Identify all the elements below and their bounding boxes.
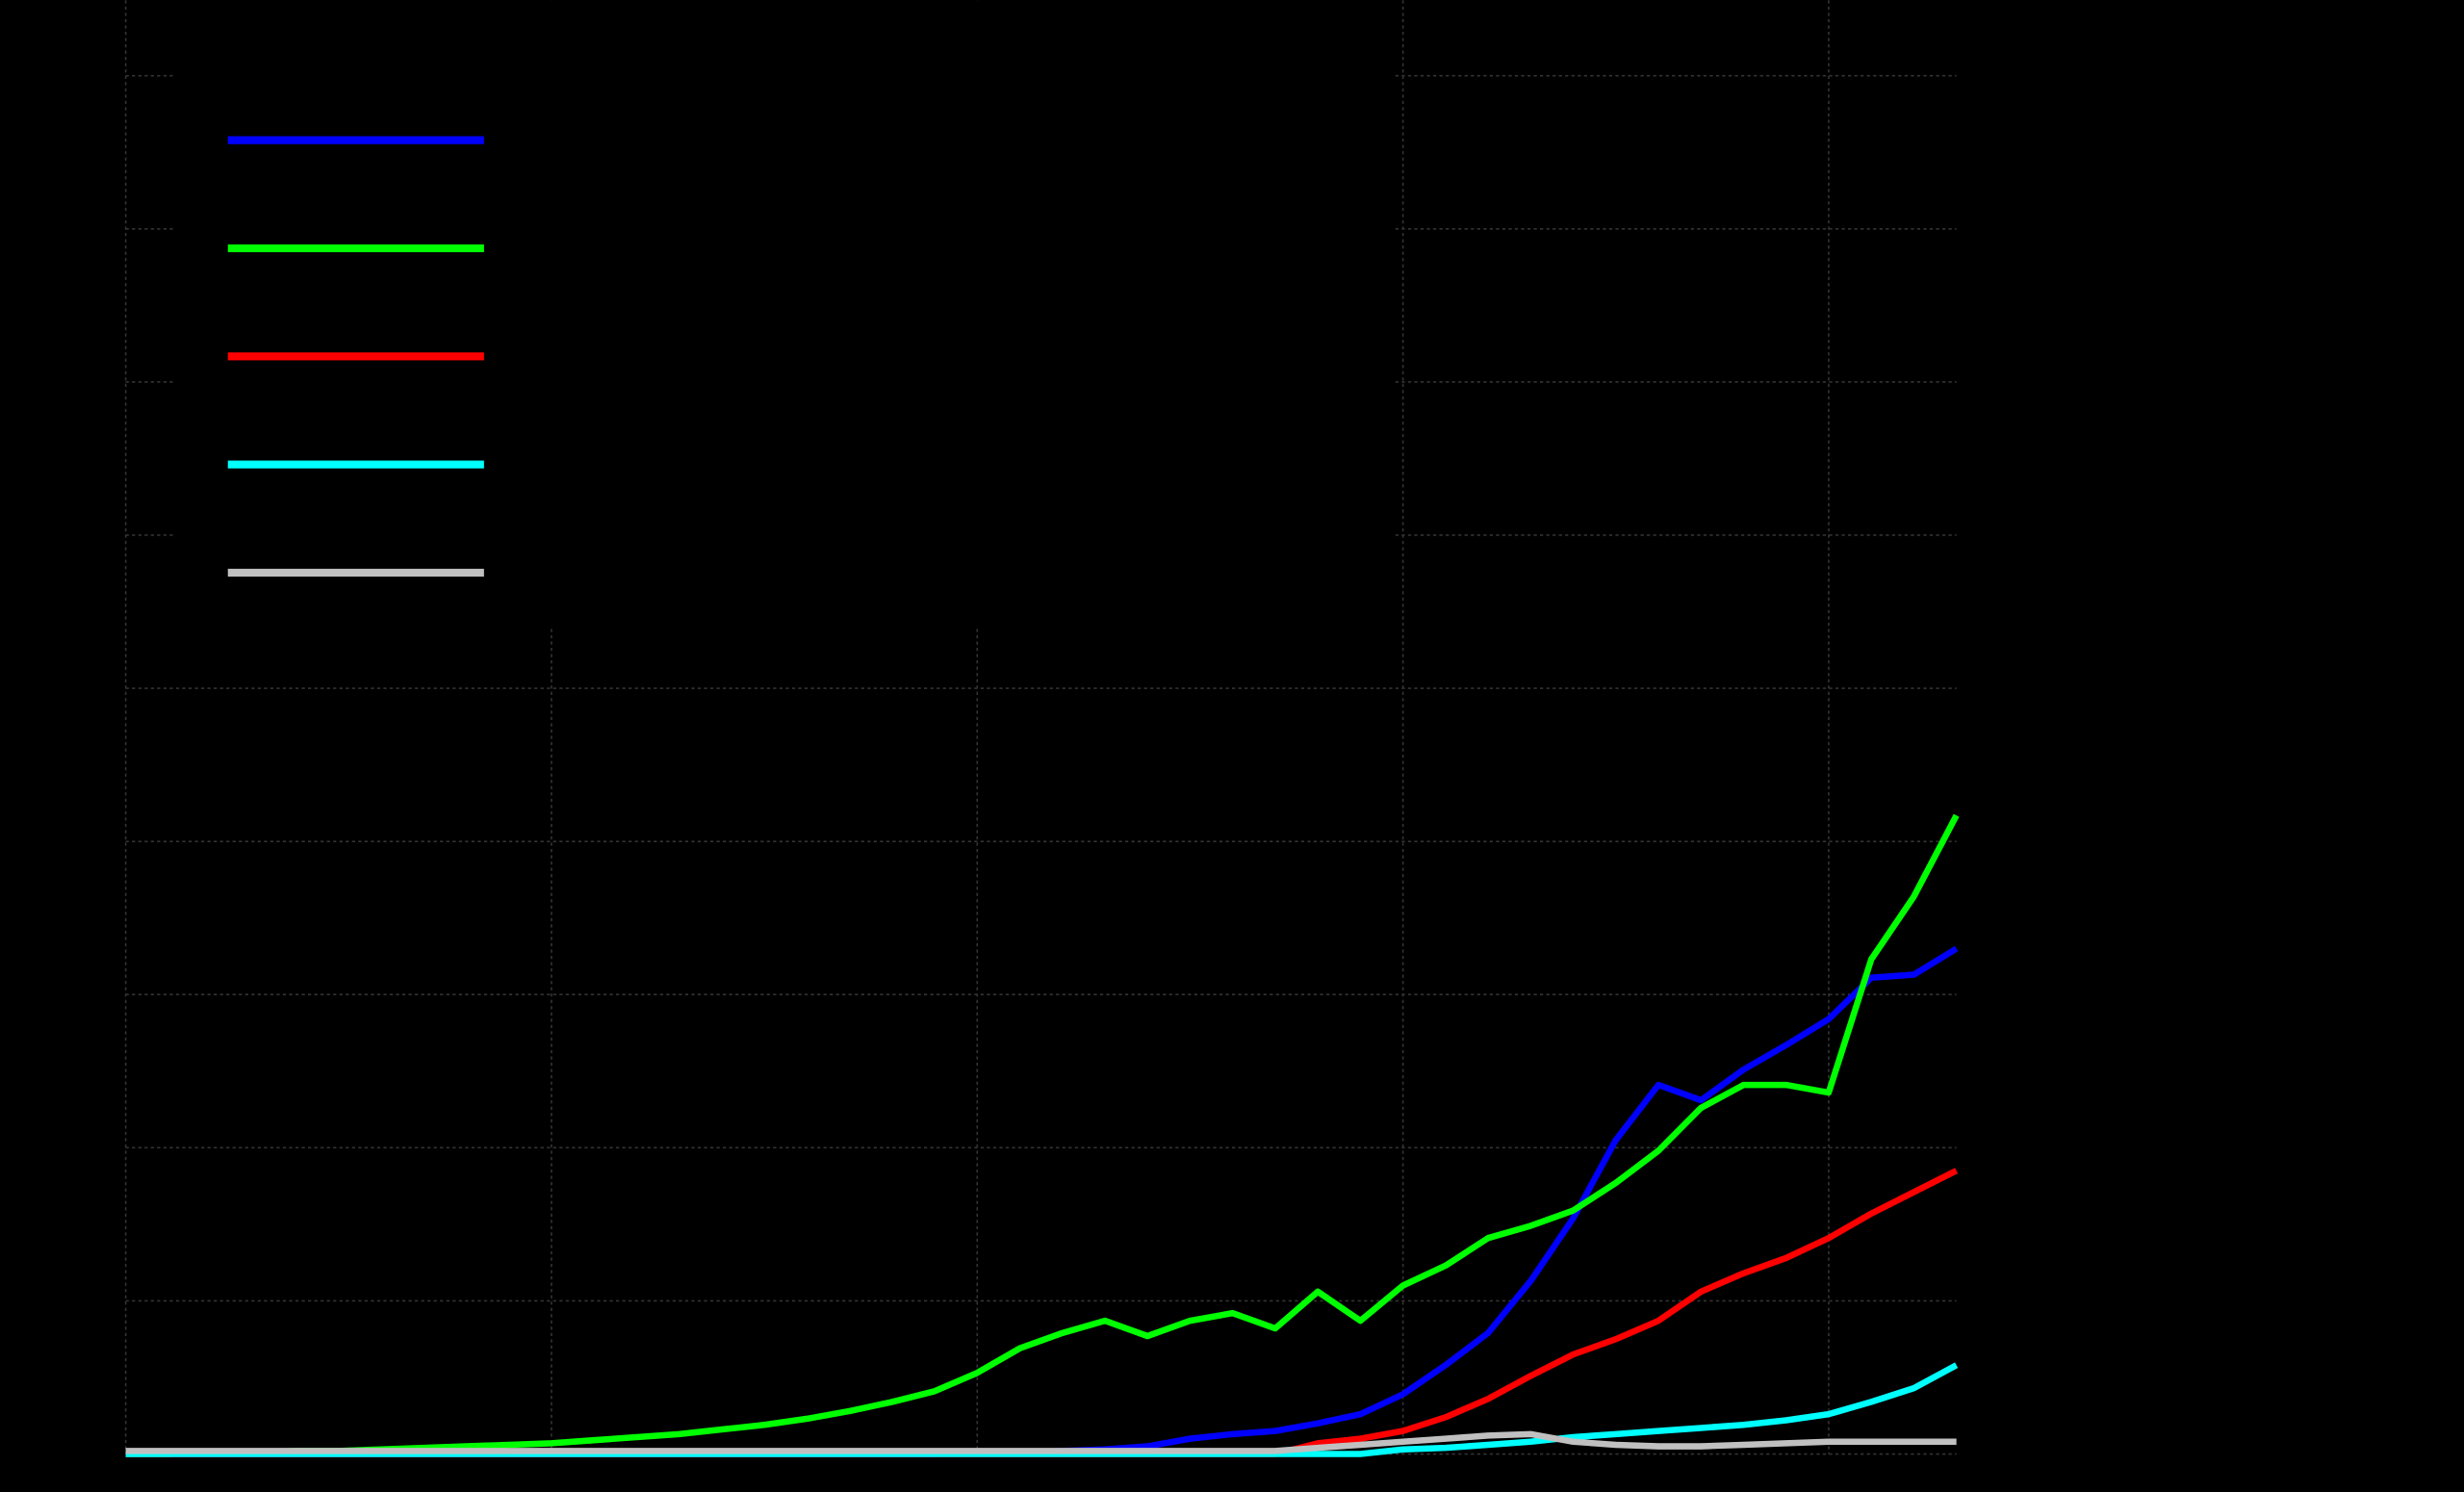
legend — [227, 136, 484, 578]
y-tick-label: 5 — [101, 677, 113, 699]
x-tick-label: 30 — [1391, 1464, 1415, 1486]
x-tick-label: 0 — [119, 1464, 131, 1486]
x-tick-label: 40 — [1816, 1464, 1840, 1486]
y-tick-label: 6 — [101, 523, 113, 545]
x-tick-label: 10 — [539, 1464, 563, 1486]
y-tick-label: 7 — [101, 370, 113, 392]
grid: 0 1 2 3 4 5 6 7 8 9 0 10 20 30 40 — [101, 0, 1957, 1486]
legend-box — [172, 0, 1393, 627]
x-tick-label: 20 — [965, 1464, 989, 1486]
y-tick-label: 8 — [101, 217, 113, 239]
series-line — [125, 1430, 1957, 1454]
plot-lines — [125, 813, 1960, 1457]
y-tick-label: 0 — [101, 1442, 113, 1464]
series-line — [125, 813, 1960, 1457]
y-tick-label: 1 — [101, 1289, 113, 1311]
y-tick-label: 3 — [101, 983, 113, 1005]
y-tick-label: 4 — [101, 830, 113, 852]
y-tick-label: 2 — [101, 1136, 113, 1158]
y-tick-label: 9 — [101, 64, 113, 86]
